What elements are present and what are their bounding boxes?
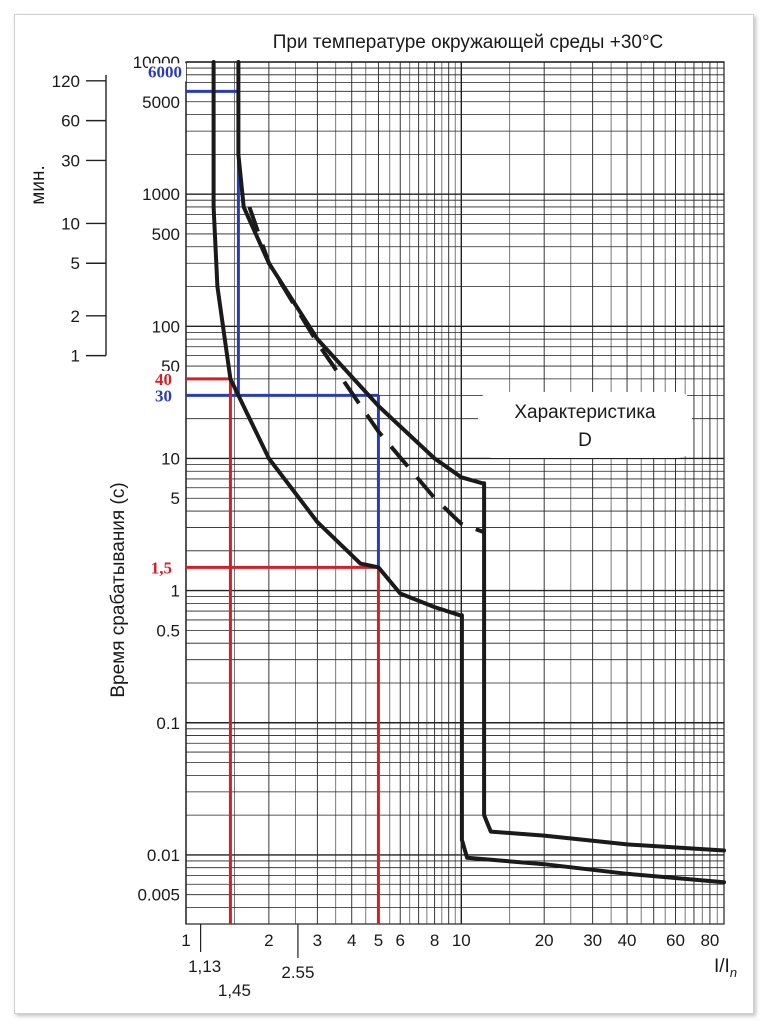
x-tick-label: 30 [583,931,602,950]
title-background [206,26,730,56]
legend-line-1: Характеристика [514,402,656,423]
x-tick-label: 10 [452,931,471,950]
axes: 10000500010005001005010510.50.10.010.005… [52,52,719,1000]
x-tick-label: 20 [535,931,554,950]
minutes-tick-label: 5 [71,254,80,273]
x-tick-label: 1 [181,931,190,950]
trip-curves [211,60,726,885]
y-tick-label-background [110,184,180,205]
annotation-label: 30 [155,386,172,405]
y-tick-label: 5 [171,489,180,508]
annotation-background [138,559,176,578]
x-tick-label-secondary: 2.55 [281,963,314,982]
y-tick-label-background [110,884,180,905]
x-tick-label: 5 [374,931,383,950]
minutes-tick-label: 120 [52,72,80,91]
annotation-label: 1,5 [151,558,172,577]
x-tick-label: 4 [347,931,356,950]
y-tick-label: 0.005 [137,886,180,905]
legend-line-2: D [578,430,592,451]
legend-box: Характеристика D [478,392,692,458]
minutes-tick-label: 2 [71,307,80,326]
annotation-background [138,387,176,406]
legend-background [478,392,692,458]
trip-curve-1 [211,60,726,885]
x-tick-label: 40 [618,931,637,950]
y-axis-label: Время срабатывания (с) [108,482,129,697]
minutes-tick-label: 60 [61,112,80,131]
plot-frame [185,61,725,925]
grid [185,61,725,925]
x-tick-label: 60 [666,931,685,950]
y-tick-label: 1 [171,582,180,601]
x-axis-label: I/In [714,956,737,980]
y-tick-label-background [110,620,180,641]
x-tick-label: 2 [264,931,273,950]
y-tick-label: 5000 [142,93,180,112]
y-tick-label: 1000 [142,185,180,204]
x-tick-label-secondary: 1,45 [218,981,251,1000]
y-tick-label-background [110,844,180,865]
trip-curve-2 [236,60,726,853]
y-tick-label: 100 [152,317,180,336]
annotation-label: 6000 [148,62,182,81]
y-tick-label: 0.5 [156,621,180,640]
y-tick-label: 10 [161,449,180,468]
labels: При температуре окружающей среды +30°C В… [28,26,737,980]
minutes-axis-label: мин. [28,165,49,204]
y-tick-label: 0.01 [147,846,180,865]
chart-title: При температуре окружающей среды +30°C [273,32,664,53]
minutes-tick-label: 30 [61,151,80,170]
annotation-label: 40 [155,370,172,389]
y-tick-label-background [110,223,180,244]
minutes-tick-label: 1 [71,347,80,366]
dashed-trip-curve [247,206,485,534]
y-tick-label: 500 [152,225,180,244]
x-tick-label: 8 [430,931,439,950]
y-tick-label-background [110,488,180,509]
x-tick-label: 80 [700,931,719,950]
annotation-background [138,370,176,389]
annotation-background [148,63,186,82]
minutes-tick-label: 10 [61,214,80,233]
y-tick-label-background [110,580,180,601]
x-tick-label: 3 [313,931,322,950]
x-tick-label-secondary: 1,13 [188,957,221,976]
y-tick-label-background [110,316,180,337]
y-tick-label-background [110,448,180,469]
y-tick-label-background [110,91,180,112]
x-tick-label: 6 [395,931,404,950]
y-tick-label-background [110,712,180,733]
y-tick-label: 0.1 [156,714,180,733]
